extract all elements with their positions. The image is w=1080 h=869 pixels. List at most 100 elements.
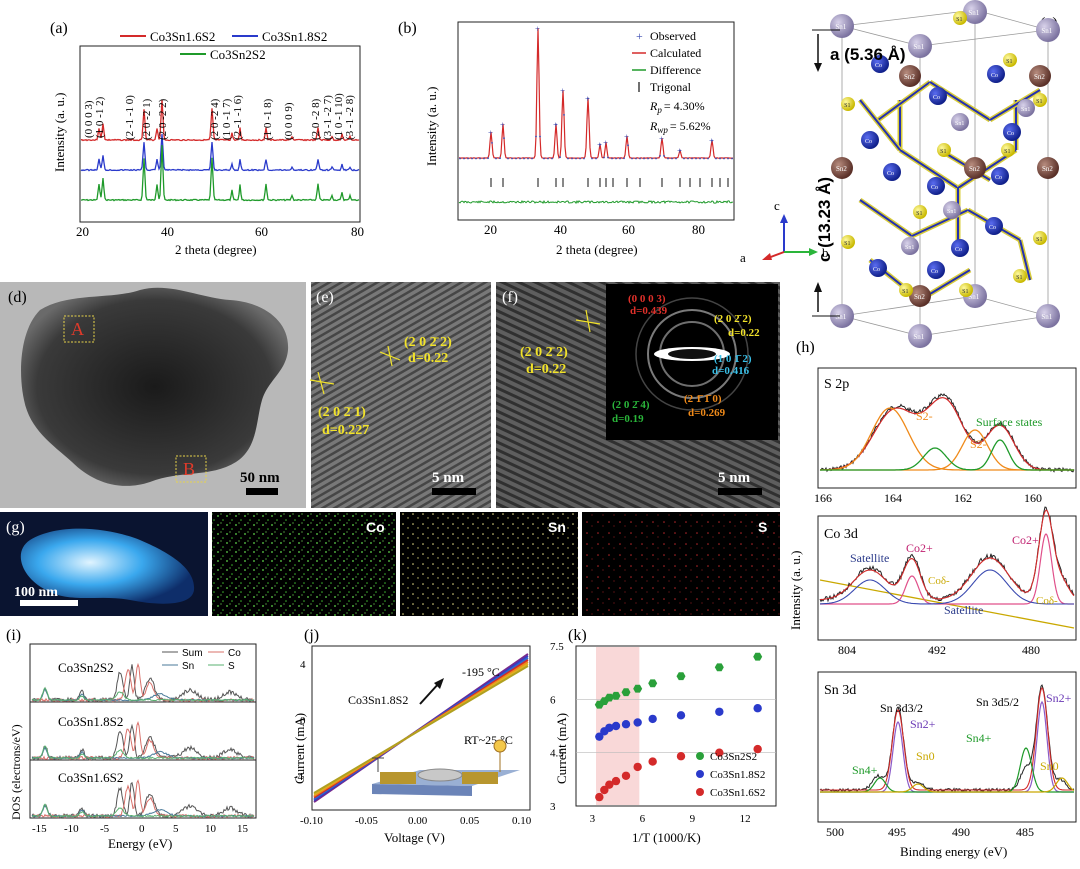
data-point-Co3Sn2S2 xyxy=(611,691,621,700)
atom-label: Co xyxy=(887,171,894,177)
ytick: 6 xyxy=(550,694,556,706)
data-point-Co3Sn2S2 xyxy=(714,663,724,672)
atom-co xyxy=(1003,123,1021,141)
atom-label: Co xyxy=(931,269,938,275)
co3d-label-satellite-b: Satellite xyxy=(944,603,983,617)
hkl-labels: (0 0 0 3) (1 0 -1 2) (2 -1 -1 0) (2 0 -2… xyxy=(83,93,356,140)
observed-point xyxy=(503,137,505,140)
xtick: 40 xyxy=(161,224,174,239)
atom-sn1 xyxy=(901,237,919,255)
observed-point xyxy=(579,157,581,160)
xtick: 492 xyxy=(928,643,946,657)
s2p-label-s2-b: S2- xyxy=(970,437,987,451)
s2p-raw xyxy=(819,393,1075,473)
legend-co: Co xyxy=(228,648,241,659)
xtick: 80 xyxy=(351,224,364,239)
panel-h: (h) Intensity (a. u.) S 2p S2- Surface s… xyxy=(788,339,1077,859)
atom-s1 xyxy=(959,283,973,297)
lattice-a-value: a (5.36 Å) xyxy=(830,45,906,64)
observed-point xyxy=(523,157,525,160)
atom-label: Sn2 xyxy=(914,293,925,301)
atom-sn2 xyxy=(1029,65,1051,87)
temp-high: -195 °C xyxy=(462,665,500,679)
saed-0003: (0 0 0 3) xyxy=(628,293,666,305)
panel-f: (2 0 2̄ 2) d=0.22 (0 0 0 3) d=0.439 (2 0… xyxy=(496,282,780,508)
xtick: 804 xyxy=(838,643,856,657)
observed-point xyxy=(587,97,589,100)
observed-point xyxy=(647,157,649,160)
xtick: 162 xyxy=(954,491,972,505)
hkl-20-21: (2 0 -2 1) xyxy=(141,98,153,140)
atom-sn1 xyxy=(963,0,987,24)
panel-b-xticks: 20 40 60 80 xyxy=(484,222,705,237)
atom-label: Co xyxy=(933,95,940,101)
region-b-label: B xyxy=(183,459,195,479)
co3d-label-co2-b: Co2+ xyxy=(1012,533,1039,547)
hkl-20-22: (2 0 -2 2) xyxy=(157,98,169,140)
observed-point xyxy=(575,157,577,160)
atom-label: Sn1 xyxy=(913,333,924,341)
saed-2022: (2 0 2̄ 2) xyxy=(714,313,752,325)
panel-h-ylabel: Intensity (a. u.) xyxy=(788,551,803,630)
hrtem-image xyxy=(311,282,491,508)
bond-co xyxy=(859,199,913,237)
data-point-Co3Sn1.6S2 xyxy=(648,757,657,766)
saed-2024-d: d=0.19 xyxy=(612,413,644,425)
dos-s xyxy=(31,803,255,818)
observed-point xyxy=(667,157,669,160)
observed-point xyxy=(695,157,697,160)
sn3d-label-sn4-b: Sn4+ xyxy=(966,731,992,745)
rietveld-curves: ++++++++++++ xyxy=(458,24,734,205)
hkl-3-1-27: (3 -1 -2 7) xyxy=(322,95,334,140)
atom-sn1 xyxy=(1036,18,1060,42)
hkl-2-1-16: (2 -1 -1 6) xyxy=(232,95,244,140)
panel-j: (j) -195 °C RT~25 °C Co3Sn1.8S2 Current … xyxy=(292,627,532,845)
panel-i-axes xyxy=(29,643,257,819)
observed-point xyxy=(663,155,665,157)
sn3d-label-sn4: Sn4+ xyxy=(852,763,878,777)
atom-label: S1 xyxy=(940,149,946,155)
region-a-label: A xyxy=(71,319,84,339)
observed-point xyxy=(639,157,641,160)
observed-point xyxy=(711,139,713,142)
atom-sn1 xyxy=(951,113,969,131)
atom-label: S1 xyxy=(902,289,908,295)
dspacing-0227: d=0.227 xyxy=(322,423,369,438)
panel-a-xticks: 20 40 60 80 xyxy=(76,224,364,239)
atom-label: Sn1 xyxy=(1041,313,1052,321)
atom-label: Co xyxy=(955,247,962,253)
atom-label: Co xyxy=(875,63,882,69)
data-point-Co3Sn1.6S2 xyxy=(605,780,614,789)
saed-0003-d: d=0.439 xyxy=(630,305,668,317)
data-point-Co3Sn1.8S2 xyxy=(753,704,762,713)
xtick: -10 xyxy=(64,823,79,835)
hkl-10-12: (1 0 -1 2) xyxy=(94,96,106,138)
scale-label: 5 nm xyxy=(432,470,465,486)
xtick: 166 xyxy=(814,491,832,505)
xtick: 164 xyxy=(884,491,902,505)
panel-a-legend: Co3Sn1.6S2 Co3Sn1.8S2 Co3Sn2S2 xyxy=(120,29,327,62)
atom-s1 xyxy=(953,11,967,25)
data-point-Co3Sn1.8S2 xyxy=(621,720,631,729)
panel-d-label: (d) xyxy=(8,289,27,306)
ytick: 0 xyxy=(300,715,306,727)
legend-co3sn1.8s2: Co3Sn1.8S2 xyxy=(262,29,327,44)
difference-curve xyxy=(458,199,734,205)
scale-label: 5 nm xyxy=(718,470,751,486)
atom-label: Co xyxy=(995,175,1002,181)
legend-co3sn2s2: Co3Sn2S2 xyxy=(210,47,266,62)
axis-c-label: c xyxy=(774,198,780,213)
scale-bar xyxy=(20,600,78,606)
ytick: 7.5 xyxy=(550,641,564,653)
legend-sn: Sn xyxy=(182,661,194,672)
data-point-Co3Sn2S2 xyxy=(633,684,643,693)
panel-b-xlabel: 2 theta (degree) xyxy=(556,242,638,257)
observed-point xyxy=(631,157,633,160)
observed-peak-marker: + xyxy=(488,128,493,138)
atom-sn1 xyxy=(830,14,854,38)
crystal-structure: Sn1 Sn1 Sn1 Sn1 Sn1 Sn1 Sn1 Sn1 Sn2 Sn2 Sn2 Sn2 Sn2 S… xyxy=(830,0,1060,348)
atom-co xyxy=(883,163,901,181)
atom-sn1 xyxy=(908,34,932,58)
data-point-Co3Sn2S2 xyxy=(753,652,763,661)
particle xyxy=(21,287,289,486)
